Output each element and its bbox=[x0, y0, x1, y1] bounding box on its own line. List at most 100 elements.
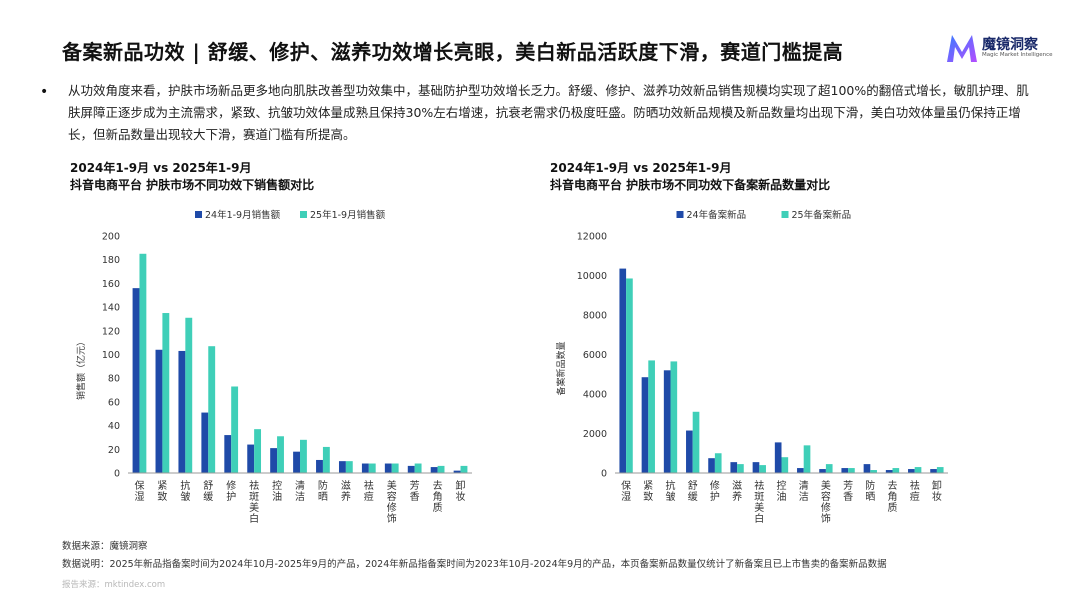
x-tick-label: 卸妆 bbox=[456, 479, 466, 503]
x-tick-label: 抗皱 bbox=[666, 479, 676, 503]
bar-2024 bbox=[908, 469, 915, 473]
x-tick-label: 美容修饰 bbox=[821, 479, 831, 525]
y-tick-label: 40 bbox=[108, 421, 120, 432]
y-tick-label: 2000 bbox=[583, 429, 607, 440]
legend-label: 25年备案新品 bbox=[792, 209, 852, 221]
y-axis-label: 销售额（亿元） bbox=[75, 337, 87, 400]
legend-item: 24年备案新品 bbox=[676, 209, 747, 221]
page-title: 备案新品功效 | 舒缓、修护、滋养功效增长亮眼，美白新品活跃度下滑，赛道门槛提高 bbox=[62, 40, 844, 64]
y-tick-label: 0 bbox=[601, 469, 607, 480]
x-tick-label: 舒缓 bbox=[203, 479, 213, 503]
y-tick-label: 120 bbox=[102, 326, 120, 337]
y-tick-label: 8000 bbox=[583, 311, 607, 322]
y-tick-label: 100 bbox=[102, 350, 120, 361]
y-tick-label: 20 bbox=[108, 445, 120, 456]
bar-2025 bbox=[162, 313, 170, 473]
chart-1-title-line1: 2024年1-9月 vs 2025年1-9月 bbox=[70, 161, 252, 175]
bar-2025 bbox=[892, 468, 900, 473]
x-tick-label: 祛痘 bbox=[910, 479, 920, 503]
legend-label: 24年备案新品 bbox=[687, 209, 747, 221]
new-product-count-bar-chart: 24年备案新品 25年备案新品 0 2000 4000 6000 8000 10000 1200… bbox=[555, 209, 948, 525]
x-tick-label: 祛斑美白 bbox=[249, 479, 259, 525]
bar-2025 bbox=[437, 465, 445, 473]
chart-2-title-line2: 抖音电商平台 护肤市场不同功效下备案新品数量对比 bbox=[550, 178, 831, 192]
bar-2024 bbox=[819, 469, 826, 473]
bar-2024 bbox=[841, 468, 849, 473]
chart-2-title-line1: 2024年1-9月 vs 2025年1-9月 bbox=[550, 161, 732, 175]
bar-2024 bbox=[270, 448, 278, 473]
chart-1-header: 2024年1-9月 vs 2025年1-9月 抖音电商平台 护肤市场不同功效下销… bbox=[70, 160, 314, 194]
legend-swatch bbox=[781, 211, 789, 218]
footnote-note: 数据说明：2025年新品指备案时间为2024年10月-2025年9月的产品，20… bbox=[62, 559, 887, 570]
bar-2024 bbox=[407, 465, 415, 473]
y-tick-label: 80 bbox=[108, 374, 120, 385]
y-tick-label: 10000 bbox=[577, 271, 607, 282]
bar-2025 bbox=[185, 317, 193, 473]
bar-2024 bbox=[293, 451, 300, 473]
bar-2025 bbox=[759, 465, 766, 473]
bar-2024 bbox=[155, 349, 163, 473]
x-tick-label: 保湿 bbox=[621, 479, 631, 503]
y-tick-label: 6000 bbox=[583, 350, 607, 361]
bar-2025 bbox=[714, 453, 722, 473]
bar-2025 bbox=[231, 386, 239, 473]
x-tick-label: 清洁 bbox=[799, 479, 809, 503]
bar-2024 bbox=[316, 459, 323, 473]
y-tick-label: 140 bbox=[102, 303, 120, 314]
bar-2024 bbox=[201, 412, 209, 473]
bar-2024 bbox=[708, 458, 715, 473]
logo-subtitle: Magic Market Intelligence bbox=[982, 52, 1053, 58]
footnote-source: 数据来源：魔镜洞察 bbox=[62, 541, 148, 552]
x-tick-label: 祛斑美白 bbox=[754, 479, 764, 525]
bar-2025 bbox=[825, 464, 833, 473]
x-tick-label: 控油 bbox=[272, 479, 282, 503]
legend-swatch bbox=[195, 211, 202, 218]
bar-2024 bbox=[361, 463, 369, 473]
chart-2-legend: 24年备案新品 25年备案新品 bbox=[676, 209, 852, 221]
x-tick-label: 紧致 bbox=[643, 480, 653, 503]
x-tick-label: 芳香 bbox=[410, 479, 420, 503]
bar-2025 bbox=[300, 439, 307, 473]
bar-2024 bbox=[641, 377, 649, 473]
bar-2025 bbox=[139, 253, 147, 473]
x-tick-label: 清洁 bbox=[295, 479, 305, 503]
bar-2024 bbox=[338, 461, 346, 473]
bar-2025 bbox=[848, 468, 855, 473]
bar-2024 bbox=[430, 467, 438, 473]
bar-2025 bbox=[914, 467, 922, 473]
bar-2025 bbox=[648, 360, 655, 473]
x-tick-label: 祛痘 bbox=[364, 479, 374, 503]
y-tick-label: 180 bbox=[102, 255, 120, 266]
y-axis-label: 备案新品数量 bbox=[555, 341, 567, 395]
x-tick-label: 芳香 bbox=[843, 479, 853, 503]
legend-label: 24年1-9月销售额 bbox=[205, 209, 281, 221]
bar-2025 bbox=[737, 464, 744, 473]
x-tick-label: 卸妆 bbox=[932, 479, 942, 503]
x-tick-label: 美容修饰 bbox=[387, 479, 397, 525]
bar-2025 bbox=[936, 467, 944, 473]
bar-2025 bbox=[345, 461, 353, 473]
bar-2025 bbox=[254, 429, 262, 473]
legend-swatch bbox=[676, 211, 684, 218]
y-tick-label: 0 bbox=[114, 469, 120, 480]
bar-2025 bbox=[870, 470, 877, 473]
bar-2024 bbox=[247, 444, 255, 473]
y-tick-label: 60 bbox=[108, 397, 120, 408]
bar-2024 bbox=[930, 469, 937, 473]
bar-2024 bbox=[730, 462, 738, 473]
bar-2024 bbox=[384, 463, 392, 473]
y-tick-label: 12000 bbox=[577, 232, 607, 243]
legend-item: 25年备案新品 bbox=[781, 209, 852, 221]
bar-2025 bbox=[277, 436, 284, 473]
logo-name: 魔镜洞察 bbox=[982, 37, 1038, 53]
bar-2025 bbox=[692, 411, 700, 473]
bar-2025 bbox=[803, 445, 811, 473]
logo-mark-icon bbox=[947, 35, 977, 62]
bar-2024 bbox=[797, 468, 804, 473]
bar-2024 bbox=[686, 430, 693, 473]
x-tick-label: 抗皱 bbox=[180, 479, 190, 503]
x-tick-label: 修护 bbox=[226, 479, 236, 503]
bar-2025 bbox=[322, 446, 330, 473]
chart-2-header: 2024年1-9月 vs 2025年1-9月 抖音电商平台 护肤市场不同功效下备… bbox=[550, 160, 830, 194]
bar-2024 bbox=[774, 442, 782, 473]
